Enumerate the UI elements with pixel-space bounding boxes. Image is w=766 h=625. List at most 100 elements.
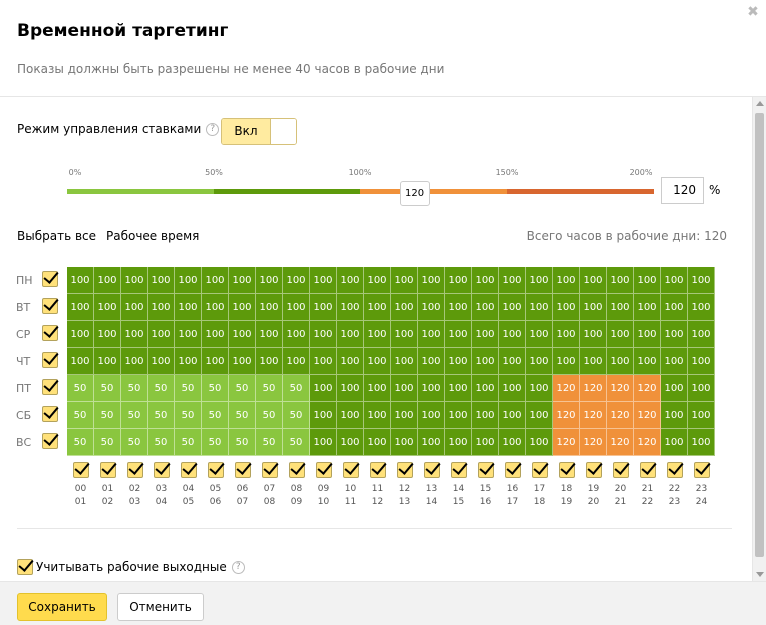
- schedule-cell[interactable]: 100: [310, 321, 337, 348]
- hour-checkbox[interactable]: [586, 462, 602, 478]
- schedule-cell[interactable]: 100: [472, 429, 499, 456]
- schedule-cell[interactable]: 100: [526, 294, 553, 321]
- schedule-cell[interactable]: 100: [121, 267, 148, 294]
- schedule-cell[interactable]: 100: [499, 348, 526, 375]
- day-checkbox[interactable]: [42, 433, 58, 449]
- schedule-cell[interactable]: 100: [688, 348, 715, 375]
- schedule-cell[interactable]: 50: [202, 429, 229, 456]
- schedule-cell[interactable]: 100: [67, 267, 94, 294]
- hour-checkbox[interactable]: [127, 462, 143, 478]
- schedule-cell[interactable]: 100: [256, 267, 283, 294]
- schedule-cell[interactable]: 100: [310, 402, 337, 429]
- schedule-cell[interactable]: 100: [553, 267, 580, 294]
- schedule-cell[interactable]: 100: [499, 321, 526, 348]
- save-button[interactable]: Сохранить: [17, 593, 107, 621]
- hour-checkbox[interactable]: [100, 462, 116, 478]
- schedule-cell[interactable]: 120: [607, 402, 634, 429]
- day-checkbox[interactable]: [42, 271, 58, 287]
- bid-mode-toggle[interactable]: Вкл: [221, 118, 297, 145]
- hour-checkbox[interactable]: [208, 462, 224, 478]
- schedule-cell[interactable]: 100: [526, 321, 553, 348]
- schedule-cell[interactable]: 100: [229, 294, 256, 321]
- schedule-cell[interactable]: 100: [418, 321, 445, 348]
- schedule-cell[interactable]: 100: [445, 321, 472, 348]
- schedule-cell[interactable]: 100: [229, 321, 256, 348]
- schedule-cell[interactable]: 100: [445, 402, 472, 429]
- schedule-cell[interactable]: 100: [337, 348, 364, 375]
- schedule-cell[interactable]: 100: [175, 321, 202, 348]
- schedule-cell[interactable]: 50: [256, 375, 283, 402]
- schedule-cell[interactable]: 120: [634, 375, 661, 402]
- schedule-cell[interactable]: 100: [499, 375, 526, 402]
- schedule-cell[interactable]: 100: [337, 402, 364, 429]
- schedule-cell[interactable]: 100: [607, 321, 634, 348]
- schedule-cell[interactable]: 100: [283, 348, 310, 375]
- schedule-cell[interactable]: 100: [634, 348, 661, 375]
- schedule-cell[interactable]: 100: [418, 294, 445, 321]
- schedule-cell[interactable]: 100: [121, 348, 148, 375]
- schedule-cell[interactable]: 120: [553, 402, 580, 429]
- schedule-cell[interactable]: 100: [202, 267, 229, 294]
- hour-checkbox[interactable]: [181, 462, 197, 478]
- schedule-cell[interactable]: 100: [256, 348, 283, 375]
- schedule-cell[interactable]: 50: [94, 375, 121, 402]
- hour-checkbox[interactable]: [262, 462, 278, 478]
- schedule-cell[interactable]: 100: [202, 348, 229, 375]
- schedule-cell[interactable]: 100: [391, 267, 418, 294]
- schedule-cell[interactable]: 100: [94, 348, 121, 375]
- schedule-cell[interactable]: 50: [94, 402, 121, 429]
- schedule-cell[interactable]: 100: [364, 348, 391, 375]
- hour-checkbox[interactable]: [532, 462, 548, 478]
- schedule-cell[interactable]: 100: [337, 267, 364, 294]
- schedule-cell[interactable]: 100: [661, 348, 688, 375]
- schedule-cell[interactable]: 100: [121, 321, 148, 348]
- schedule-cell[interactable]: 100: [310, 375, 337, 402]
- schedule-cell[interactable]: 50: [175, 402, 202, 429]
- hour-checkbox[interactable]: [478, 462, 494, 478]
- schedule-cell[interactable]: 100: [661, 375, 688, 402]
- hour-checkbox[interactable]: [73, 462, 89, 478]
- schedule-cell[interactable]: 100: [148, 267, 175, 294]
- hour-checkbox[interactable]: [694, 462, 710, 478]
- schedule-cell[interactable]: 100: [310, 348, 337, 375]
- schedule-cell[interactable]: 50: [121, 402, 148, 429]
- schedule-cell[interactable]: 100: [634, 267, 661, 294]
- schedule-cell[interactable]: 100: [364, 267, 391, 294]
- schedule-cell[interactable]: 100: [418, 375, 445, 402]
- schedule-cell[interactable]: 100: [580, 294, 607, 321]
- schedule-cell[interactable]: 100: [364, 429, 391, 456]
- schedule-cell[interactable]: 100: [148, 348, 175, 375]
- bid-percent-input[interactable]: 120: [661, 177, 704, 204]
- schedule-cell[interactable]: 100: [580, 267, 607, 294]
- close-icon[interactable]: ✖: [747, 4, 759, 20]
- schedule-cell[interactable]: 100: [526, 402, 553, 429]
- hour-checkbox[interactable]: [289, 462, 305, 478]
- schedule-cell[interactable]: 100: [94, 294, 121, 321]
- schedule-cell[interactable]: 50: [256, 402, 283, 429]
- hour-checkbox[interactable]: [235, 462, 251, 478]
- day-checkbox[interactable]: [42, 298, 58, 314]
- schedule-cell[interactable]: 100: [94, 321, 121, 348]
- schedule-cell[interactable]: 100: [391, 429, 418, 456]
- schedule-cell[interactable]: 100: [688, 294, 715, 321]
- schedule-cell[interactable]: 50: [283, 375, 310, 402]
- schedule-cell[interactable]: 100: [229, 267, 256, 294]
- schedule-cell[interactable]: 100: [418, 429, 445, 456]
- schedule-cell[interactable]: 100: [526, 375, 553, 402]
- schedule-cell[interactable]: 100: [472, 348, 499, 375]
- schedule-cell[interactable]: 100: [499, 267, 526, 294]
- schedule-cell[interactable]: 100: [688, 375, 715, 402]
- schedule-cell[interactable]: 100: [94, 267, 121, 294]
- hour-checkbox[interactable]: [370, 462, 386, 478]
- schedule-cell[interactable]: 100: [580, 348, 607, 375]
- schedule-cell[interactable]: 100: [148, 321, 175, 348]
- hour-checkbox[interactable]: [397, 462, 413, 478]
- schedule-cell[interactable]: 100: [202, 321, 229, 348]
- question-icon[interactable]: ?: [206, 122, 220, 136]
- select-all-link[interactable]: Выбрать все: [17, 229, 97, 243]
- day-checkbox[interactable]: [42, 352, 58, 368]
- schedule-cell[interactable]: 100: [688, 402, 715, 429]
- schedule-cell[interactable]: 100: [364, 375, 391, 402]
- schedule-cell[interactable]: 50: [283, 429, 310, 456]
- schedule-cell[interactable]: 100: [148, 294, 175, 321]
